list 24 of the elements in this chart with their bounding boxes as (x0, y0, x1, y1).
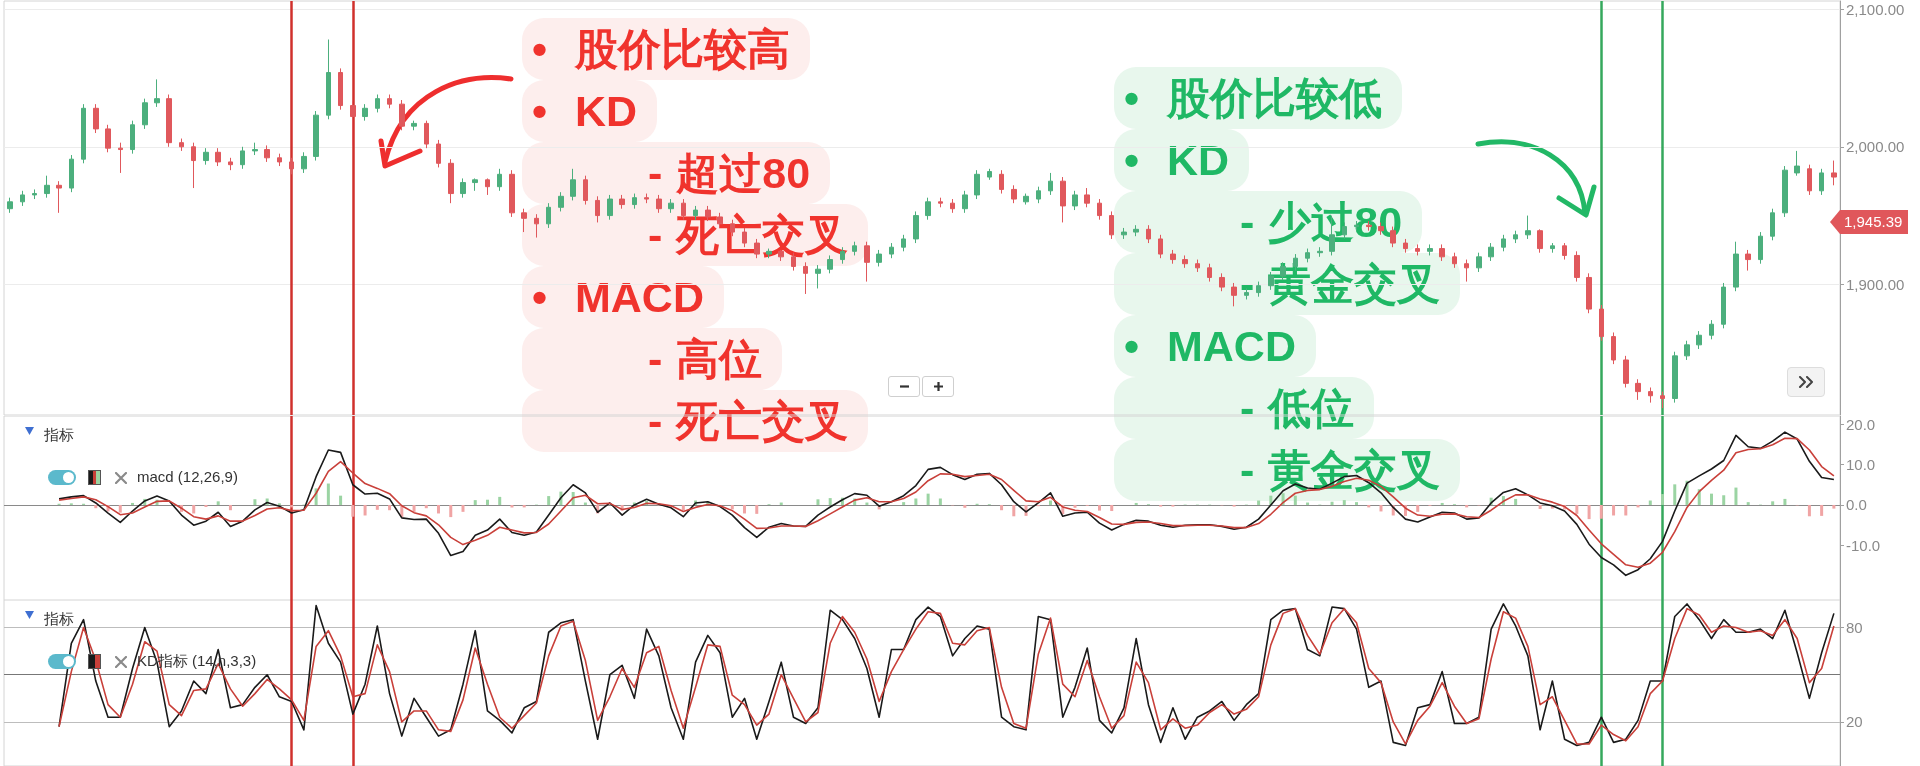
annotation: - 高位 (648, 335, 763, 383)
annotation: • KD (532, 87, 638, 135)
y-tick-label: 20.0 (1846, 415, 1876, 433)
y-tick-label: 20 (1846, 713, 1863, 731)
y-tick-label: 10.0 (1846, 456, 1876, 474)
y-tick-label: 2,000.00 (1846, 138, 1905, 156)
annotation: - 黄金交叉 (1240, 446, 1441, 494)
annotation: - 低位 (1240, 384, 1355, 432)
y-tick-label: 80 (1846, 619, 1863, 637)
y-tick-label: 0.0 (1846, 496, 1867, 514)
annotation: • KD (1124, 136, 1230, 184)
annotation: - 超过80 (648, 149, 811, 197)
text: macd (12,26,9) (137, 467, 238, 487)
text: 指标 (44, 609, 74, 629)
y-tick-label: 2,100.00 (1846, 0, 1905, 18)
annotation: • MACD (532, 273, 704, 321)
text: 指标 (44, 425, 74, 445)
y-tick-label: 1,900.00 (1846, 275, 1905, 293)
annotation: • 股价比较高 (532, 25, 791, 73)
y-tick-label: -10.0 (1846, 536, 1881, 554)
text: 1,945.39 (1830, 210, 1909, 234)
annotation: - 死亡交叉 (648, 397, 849, 445)
annotation: • MACD (1124, 322, 1296, 370)
annotation: • 股价比较低 (1124, 74, 1383, 122)
